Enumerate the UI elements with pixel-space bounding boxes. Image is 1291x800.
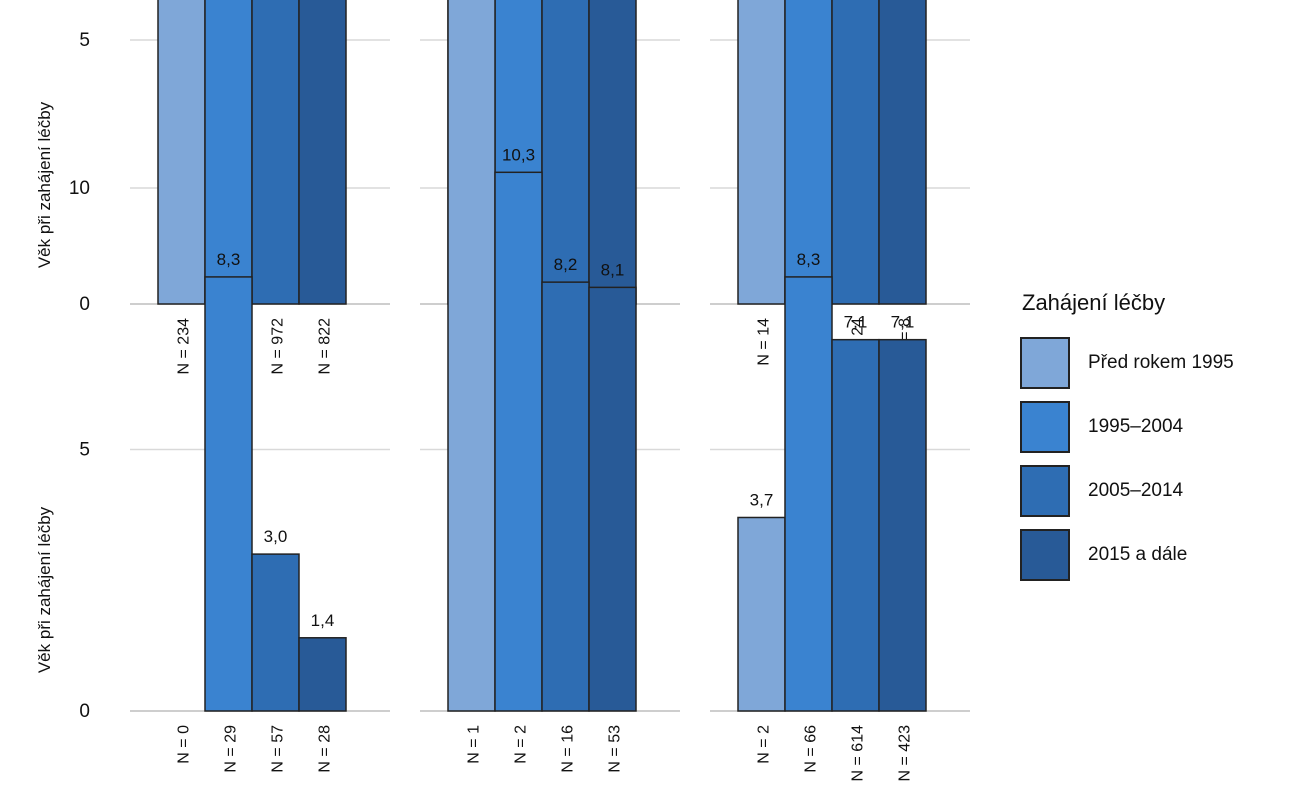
x-category-label: N = 1 bbox=[466, 725, 483, 764]
y-tick-label: 0 bbox=[79, 294, 90, 315]
bar-value-label: 7,1 bbox=[844, 313, 868, 332]
y-axis-label: Věk při zahájení léčby bbox=[35, 506, 54, 673]
y-tick-label: 5 bbox=[79, 440, 90, 461]
bar bbox=[878, 0, 927, 305]
legend-swatch bbox=[1020, 529, 1070, 581]
bar bbox=[251, 0, 300, 305]
bar-value-label: 8,2 bbox=[554, 255, 578, 274]
legend-item-1995-2004: 1995–2004 bbox=[1020, 398, 1280, 456]
x-category-label: N = 14 bbox=[756, 318, 773, 366]
x-category-label: N = 66 bbox=[803, 725, 820, 773]
x-category-label: N = 423 bbox=[897, 725, 914, 782]
x-category-label: N = 822 bbox=[317, 318, 334, 375]
x-category-label: N = 972 bbox=[270, 318, 287, 375]
bar bbox=[831, 0, 880, 305]
y-tick-label: 10 bbox=[69, 178, 90, 199]
bar-value-label: 8,1 bbox=[601, 260, 625, 279]
x-category-label: N = 2 bbox=[513, 725, 530, 764]
legend-item-2005-2014: 2005–2014 bbox=[1020, 462, 1280, 520]
bar bbox=[494, 171, 543, 712]
bar-value-label: 7,1 bbox=[891, 313, 915, 332]
legend: Zahájení léčby Před rokem 1995 1995–2004… bbox=[1020, 290, 1280, 590]
bar bbox=[157, 0, 206, 305]
bar bbox=[784, 0, 833, 305]
legend-swatch bbox=[1020, 401, 1070, 453]
legend-swatch bbox=[1020, 337, 1070, 389]
bar bbox=[204, 276, 253, 712]
bar bbox=[588, 286, 637, 712]
y-axis-label: Věk při zahájení léčby bbox=[35, 101, 54, 268]
x-category-label: N = 0 bbox=[176, 725, 193, 764]
x-category-label: N = 28 bbox=[317, 725, 334, 773]
x-category-label: N = 2 bbox=[756, 725, 773, 764]
x-category-label: N = 16 bbox=[560, 725, 577, 773]
y-tick-label: 0 bbox=[79, 701, 90, 722]
bar-value-label: 8,3 bbox=[217, 250, 241, 269]
x-category-label: N = 53 bbox=[607, 725, 624, 773]
legend-label: 2015 a dále bbox=[1088, 544, 1188, 565]
bar-value-label: 3,7 bbox=[750, 490, 774, 509]
legend-label: Před rokem 1995 bbox=[1088, 352, 1234, 373]
bar-value-label: 3,0 bbox=[264, 527, 288, 546]
bar-value-label: 1,4 bbox=[311, 611, 335, 630]
bar bbox=[541, 0, 590, 305]
bar bbox=[298, 0, 347, 305]
x-category-label: N = 57 bbox=[270, 725, 287, 773]
bar bbox=[737, 0, 786, 305]
bar bbox=[588, 0, 637, 305]
legend-item-2015-onward: 2015 a dále bbox=[1020, 526, 1280, 584]
legend-label: 1995–2004 bbox=[1088, 416, 1184, 437]
x-category-label: N = 234 bbox=[176, 318, 193, 375]
legend-label: 2005–2014 bbox=[1088, 480, 1184, 501]
legend-item-before-1995: Před rokem 1995 bbox=[1020, 334, 1280, 392]
bar bbox=[784, 276, 833, 712]
legend-swatch bbox=[1020, 465, 1070, 517]
bar bbox=[878, 338, 927, 712]
bar bbox=[541, 281, 590, 712]
bar bbox=[831, 338, 880, 712]
bar-value-label: 8,3 bbox=[797, 250, 821, 269]
bar bbox=[447, 0, 496, 712]
bar bbox=[737, 516, 786, 712]
bar bbox=[298, 637, 347, 712]
bar-value-label: 10,3 bbox=[502, 145, 535, 164]
x-category-label: N = 614 bbox=[850, 725, 867, 782]
x-category-label: N = 29 bbox=[223, 725, 240, 773]
legend-title: Zahájení léčby bbox=[1022, 290, 1166, 315]
y-tick-label: 5 bbox=[79, 30, 90, 51]
bar bbox=[251, 553, 300, 712]
